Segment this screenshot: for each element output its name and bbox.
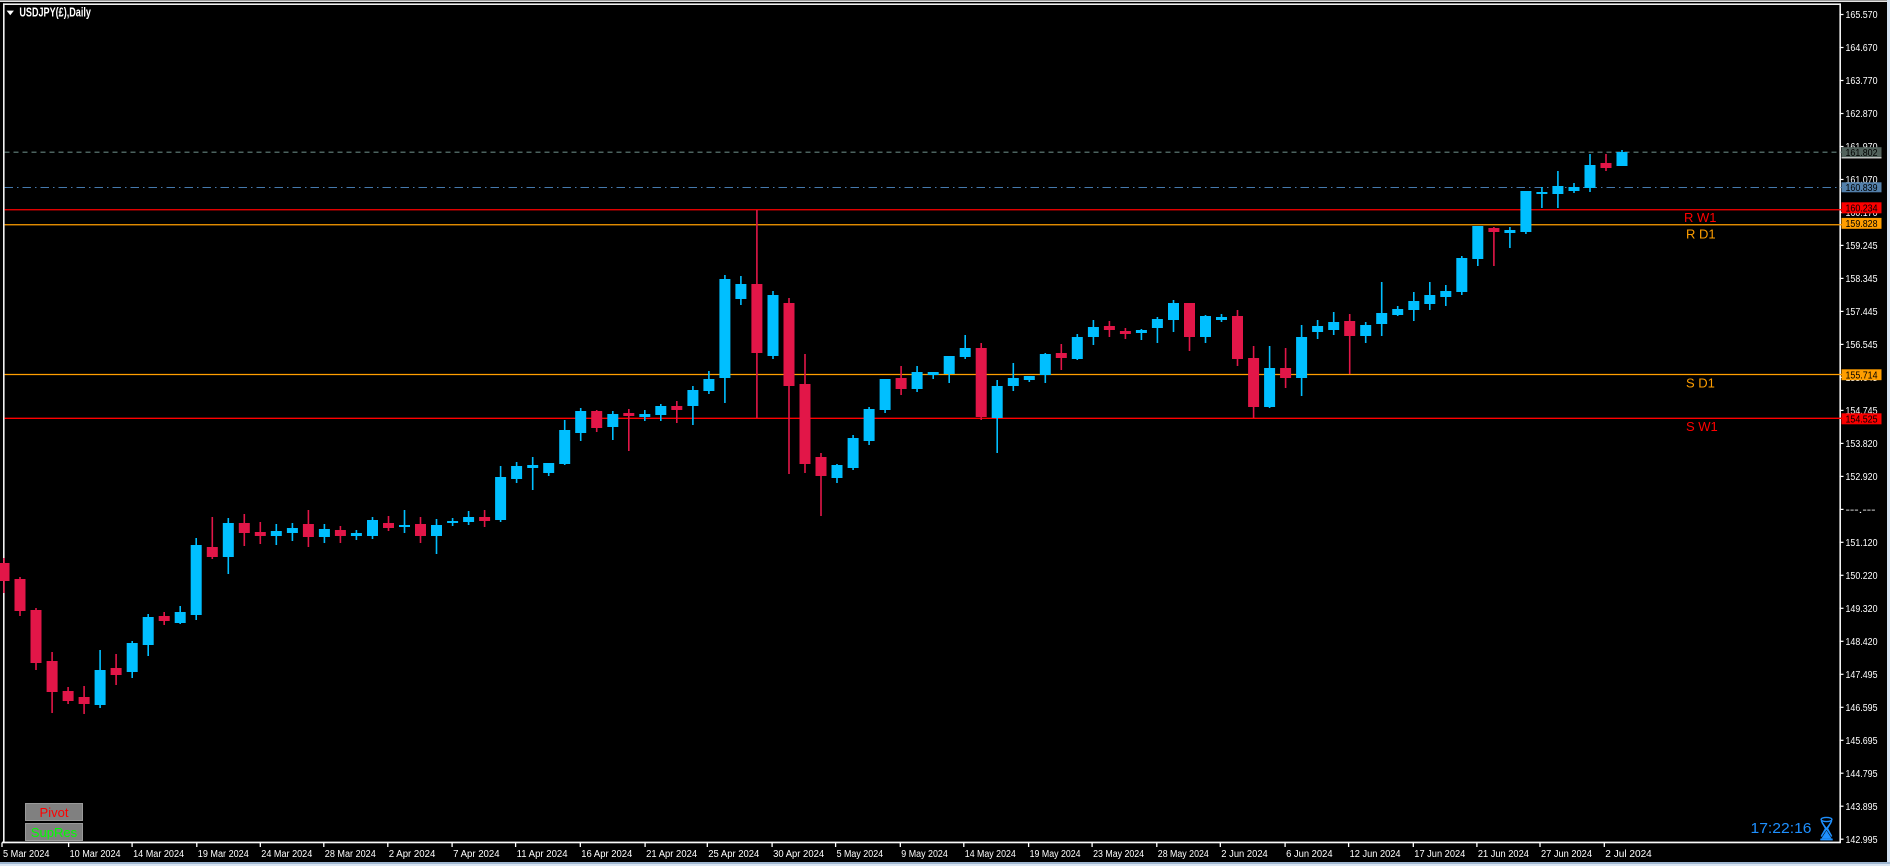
svg-text:162.870: 162.870 (1846, 109, 1878, 120)
svg-text:25 Apr 2024: 25 Apr 2024 (708, 849, 759, 860)
svg-text:28 May 2024: 28 May 2024 (1158, 849, 1209, 860)
svg-text:159.245: 159.245 (1846, 241, 1878, 252)
svg-text:147.495: 147.495 (1846, 670, 1878, 681)
svg-text:---.---: ---.--- (1846, 505, 1876, 516)
svg-text:5 May 2024: 5 May 2024 (837, 849, 884, 860)
svg-text:145.695: 145.695 (1846, 736, 1878, 747)
svg-text:5 Mar 2024: 5 Mar 2024 (3, 849, 50, 860)
svg-text:2 Jun 2024: 2 Jun 2024 (1221, 849, 1268, 860)
svg-text:163.770: 163.770 (1846, 76, 1878, 87)
svg-text:155.714: 155.714 (1846, 370, 1878, 381)
svg-text:142.995: 142.995 (1846, 835, 1878, 846)
svg-text:156.545: 156.545 (1846, 340, 1878, 351)
svg-text:17 Jun 2024: 17 Jun 2024 (1414, 849, 1465, 860)
svg-text:R D1: R D1 (1686, 227, 1716, 242)
svg-text:165.570: 165.570 (1846, 10, 1878, 21)
svg-text:160.170: 160.170 (1846, 208, 1878, 219)
svg-text:S W1: S W1 (1686, 419, 1718, 434)
svg-text:11 Apr 2024: 11 Apr 2024 (517, 849, 568, 860)
svg-text:153.820: 153.820 (1846, 439, 1878, 450)
svg-text:164.670: 164.670 (1846, 43, 1878, 54)
svg-text:19 May 2024: 19 May 2024 (1030, 849, 1081, 860)
svg-text:144.795: 144.795 (1846, 769, 1878, 780)
svg-text:23 May 2024: 23 May 2024 (1093, 849, 1144, 860)
svg-text:158.345: 158.345 (1846, 274, 1878, 285)
svg-text:161.802: 161.802 (1846, 148, 1878, 159)
svg-text:R W1: R W1 (1684, 210, 1717, 225)
svg-text:154.525: 154.525 (1846, 414, 1878, 425)
svg-text:161.070: 161.070 (1846, 175, 1878, 186)
svg-text:154.745: 154.745 (1846, 406, 1878, 417)
svg-text:28 Mar 2024: 28 Mar 2024 (325, 849, 376, 860)
svg-text:9 May 2024: 9 May 2024 (901, 849, 948, 860)
svg-text:149.320: 149.320 (1846, 604, 1878, 615)
svg-text:150.220: 150.220 (1846, 571, 1878, 582)
svg-text:146.595: 146.595 (1846, 703, 1878, 714)
svg-text:160.839: 160.839 (1846, 183, 1878, 194)
svg-text:12 Jun 2024: 12 Jun 2024 (1350, 849, 1401, 860)
svg-text:19 Mar 2024: 19 Mar 2024 (198, 849, 249, 860)
svg-text:16 Apr 2024: 16 Apr 2024 (581, 849, 632, 860)
svg-text:21 Apr 2024: 21 Apr 2024 (646, 849, 697, 860)
svg-text:27 Jun 2024: 27 Jun 2024 (1541, 849, 1592, 860)
svg-text:S D1: S D1 (1686, 376, 1715, 391)
svg-text:USDJPY(£),Daily: USDJPY(£),Daily (19, 6, 91, 20)
svg-text:157.445: 157.445 (1846, 307, 1878, 318)
svg-text:30 Apr 2024: 30 Apr 2024 (773, 849, 824, 860)
svg-text:148.420: 148.420 (1846, 637, 1878, 648)
svg-text:2 Jul 2024: 2 Jul 2024 (1605, 849, 1652, 860)
svg-text:151.120: 151.120 (1846, 538, 1878, 549)
svg-text:7 Apr 2024: 7 Apr 2024 (453, 849, 500, 860)
svg-text:6 Jun 2024: 6 Jun 2024 (1286, 849, 1333, 860)
svg-text:152.920: 152.920 (1846, 472, 1878, 483)
svg-text:14 Mar 2024: 14 Mar 2024 (133, 849, 184, 860)
svg-text:21 Jun 2024: 21 Jun 2024 (1478, 849, 1529, 860)
svg-text:160.234: 160.234 (1846, 203, 1878, 214)
svg-text:2 Apr 2024: 2 Apr 2024 (389, 849, 436, 860)
svg-text:17:22:16: 17:22:16 (1751, 820, 1812, 837)
svg-text:143.895: 143.895 (1846, 802, 1878, 813)
svg-text:24 Mar 2024: 24 Mar 2024 (261, 849, 312, 860)
svg-text:14 May 2024: 14 May 2024 (965, 849, 1016, 860)
svg-text:10 Mar 2024: 10 Mar 2024 (70, 849, 121, 860)
svg-text:159.828: 159.828 (1846, 219, 1878, 230)
